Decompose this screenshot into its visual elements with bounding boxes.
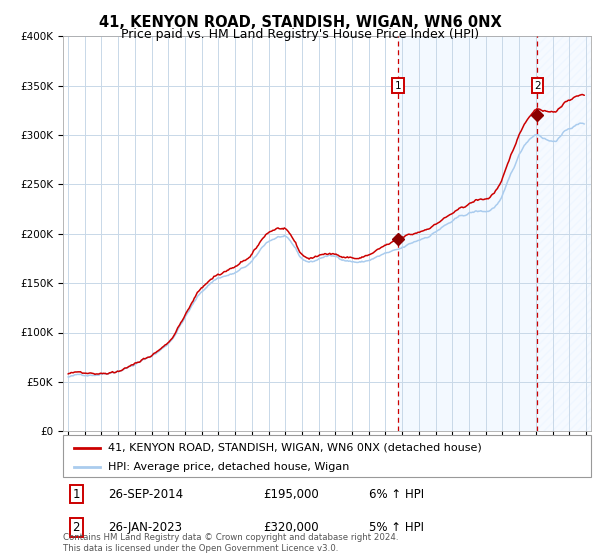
Text: 41, KENYON ROAD, STANDISH, WIGAN, WN6 0NX: 41, KENYON ROAD, STANDISH, WIGAN, WN6 0N… (98, 15, 502, 30)
Bar (537, 36, 595, 431)
Text: 26-SEP-2014: 26-SEP-2014 (108, 488, 183, 501)
Text: 2: 2 (73, 521, 80, 534)
Text: 6% ↑ HPI: 6% ↑ HPI (369, 488, 424, 501)
Text: 1: 1 (395, 81, 401, 91)
Text: HPI: Average price, detached house, Wigan: HPI: Average price, detached house, Wiga… (108, 461, 349, 472)
Text: £320,000: £320,000 (263, 521, 319, 534)
Text: 41, KENYON ROAD, STANDISH, WIGAN, WN6 0NX (detached house): 41, KENYON ROAD, STANDISH, WIGAN, WN6 0N… (108, 443, 482, 452)
Text: Price paid vs. HM Land Registry's House Price Index (HPI): Price paid vs. HM Land Registry's House … (121, 28, 479, 41)
Text: 26-JAN-2023: 26-JAN-2023 (108, 521, 182, 534)
Text: Contains HM Land Registry data © Crown copyright and database right 2024.
This d: Contains HM Land Registry data © Crown c… (63, 533, 398, 553)
Text: 1: 1 (73, 488, 80, 501)
Text: 2: 2 (534, 81, 541, 91)
Text: £195,000: £195,000 (263, 488, 319, 501)
Bar (398, 36, 537, 431)
Text: 5% ↑ HPI: 5% ↑ HPI (369, 521, 424, 534)
FancyBboxPatch shape (63, 435, 591, 477)
